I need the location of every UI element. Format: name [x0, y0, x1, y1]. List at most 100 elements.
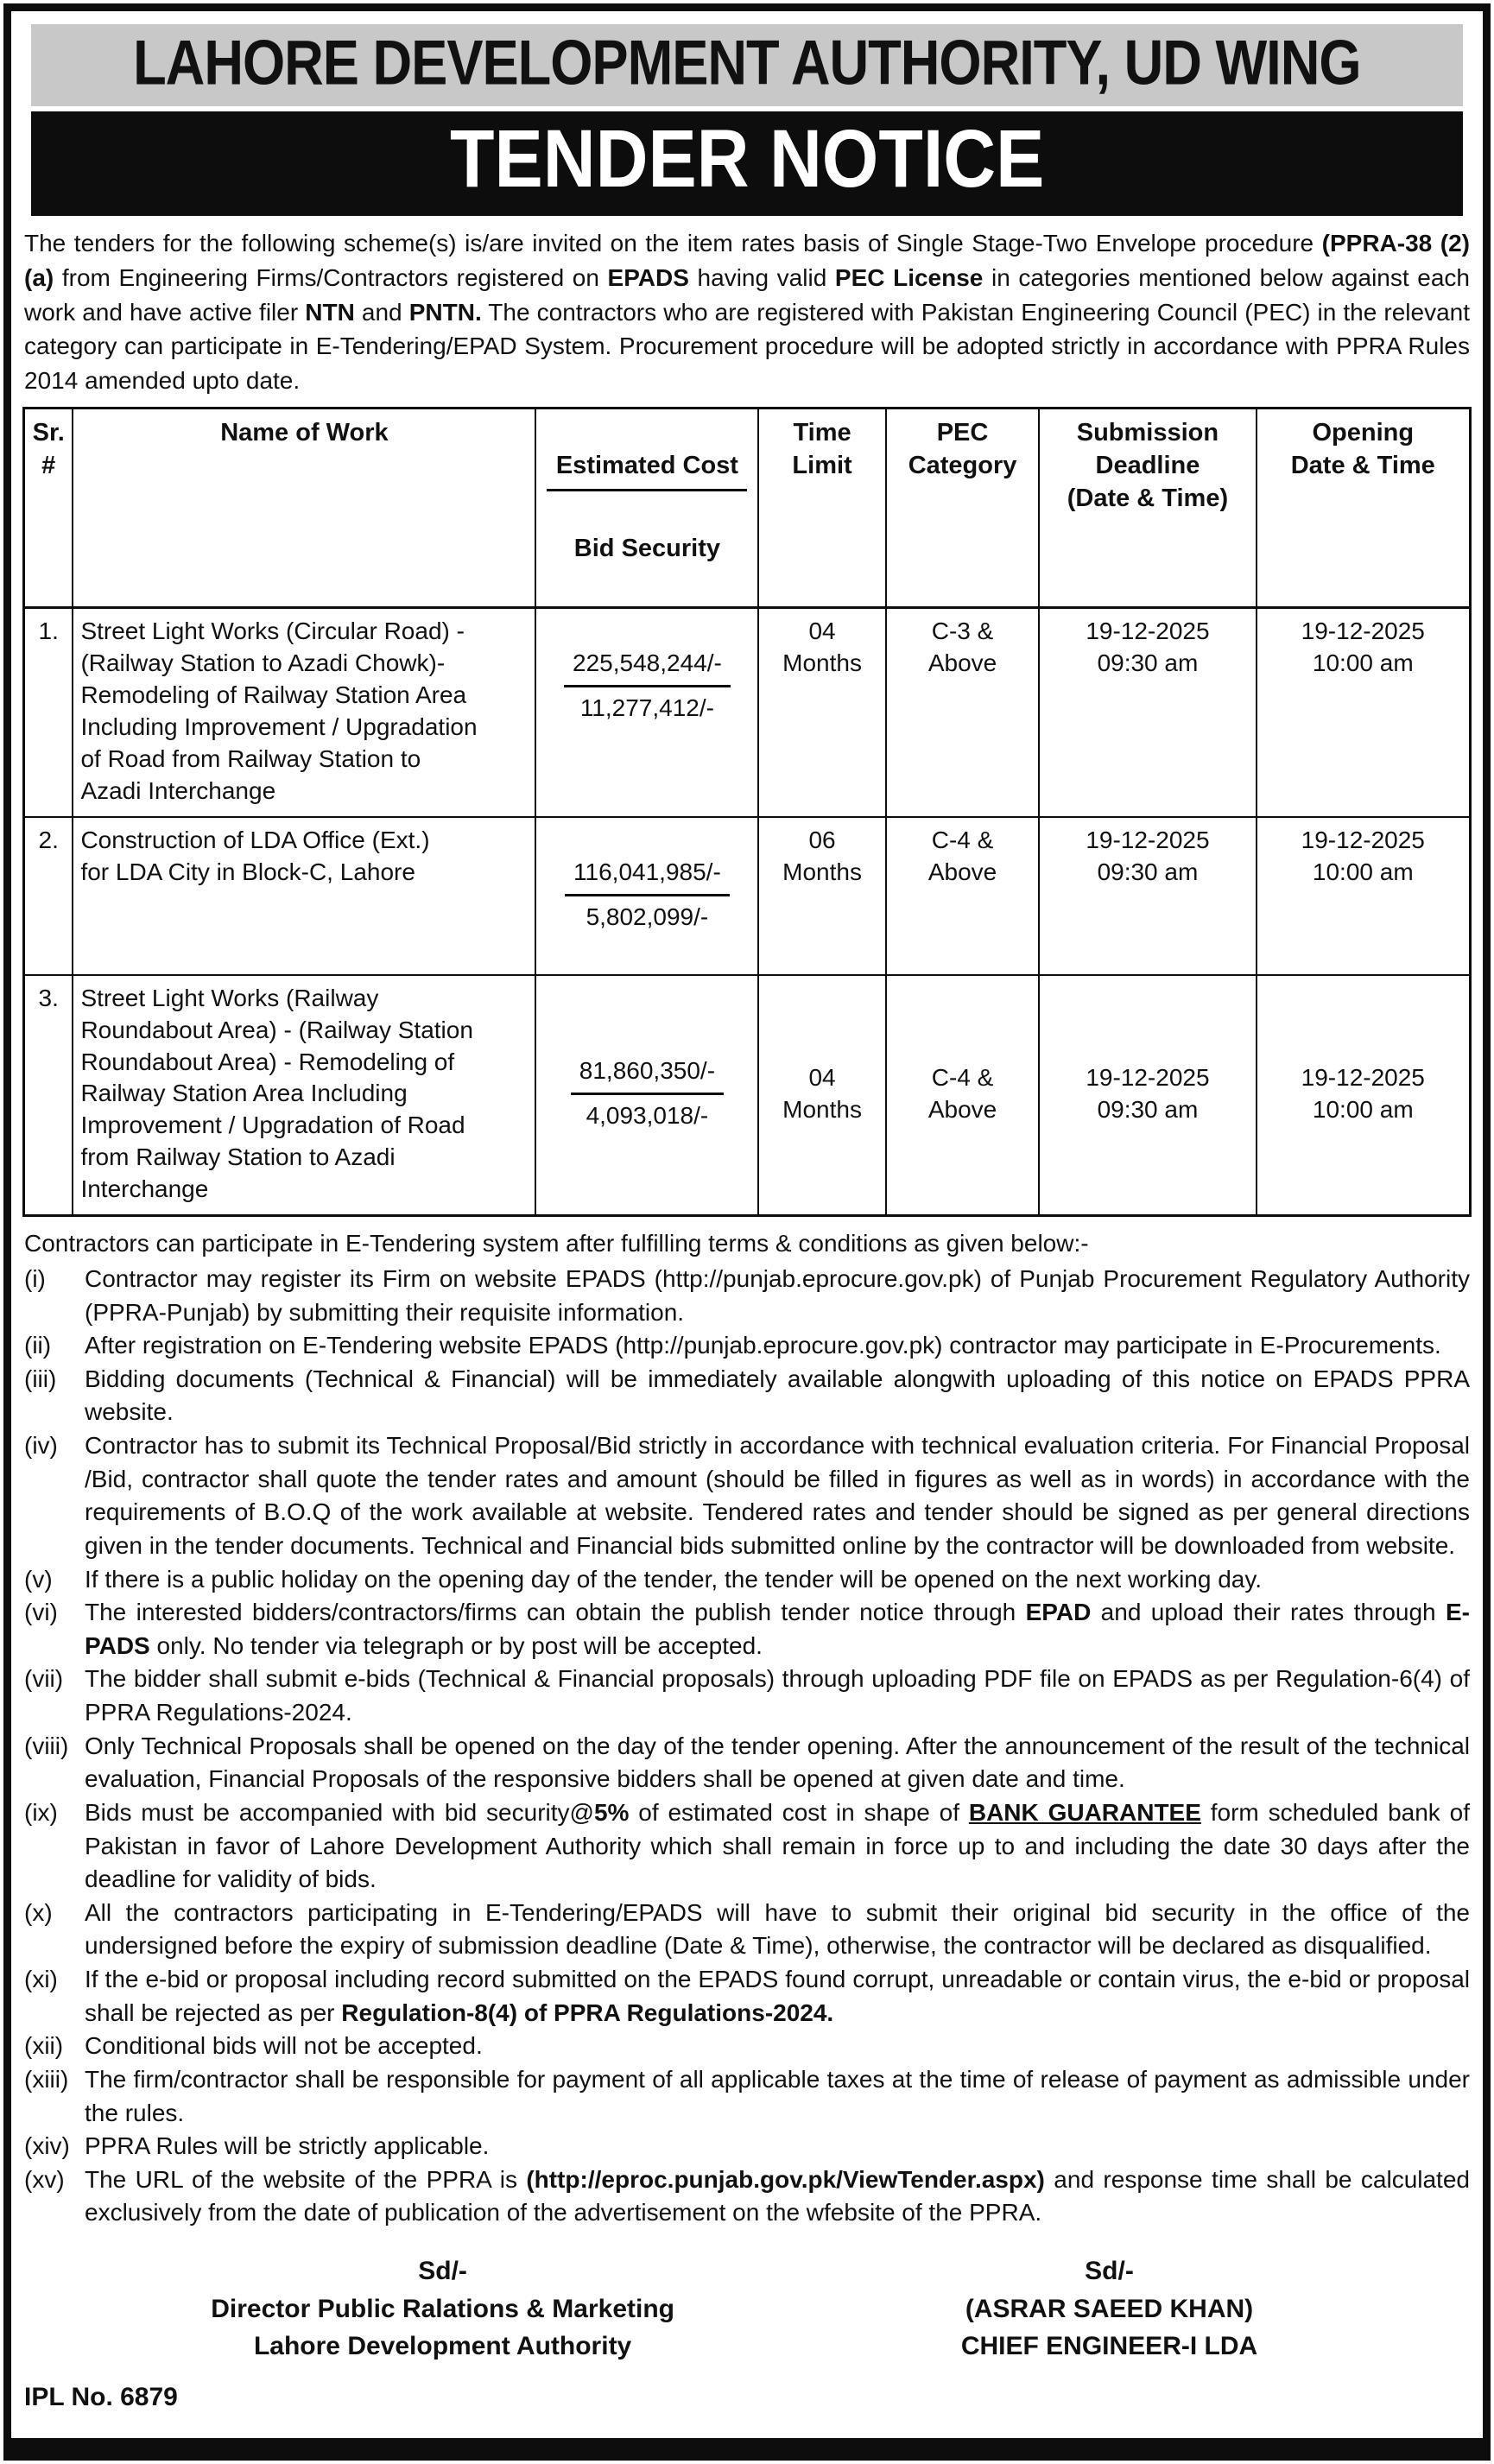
term-item: (v) If there is a public holiday on the …: [24, 1563, 1470, 1597]
cell-sr: 2.: [22, 815, 74, 976]
cell-time-limit: 04 Months: [757, 973, 887, 1217]
cell-name-of-work: Construction of LDA Office (Ext.) for LD…: [72, 815, 537, 976]
cell-opening-date: 19-12-2025 10:00 am: [1255, 973, 1472, 1217]
table-row: 1. Street Light Works (Circular Road) - …: [22, 606, 1472, 818]
estimated-cost-value: 81,860,350/-: [570, 1055, 725, 1096]
bid-security-value: 4,093,018/-: [586, 1102, 709, 1130]
term-number: (xi): [24, 1966, 58, 1993]
tender-notice-page: LAHORE DEVELOPMENT AUTHORITY, UD WING TE…: [3, 3, 1491, 2461]
col-header-name-of-work: Name of Work: [72, 407, 537, 610]
term-item: (iii) Bidding documents (Technical & Fin…: [24, 1363, 1470, 1429]
col-header-time-limit: Time Limit: [757, 407, 887, 610]
col-header-submission-deadline: Submission Deadline (Date & Time): [1038, 407, 1257, 610]
table-row: 3. Street Light Works (Railway Roundabou…: [22, 973, 1472, 1217]
term-item: (xv) The URL of the website of the PPRA …: [24, 2163, 1470, 2230]
col-header-sr: Sr. #: [22, 407, 74, 610]
estimated-cost-label: Estimated Cost: [547, 449, 748, 492]
estimated-cost-value: 225,548,244/-: [564, 648, 731, 687]
signatory-org: Lahore Development Authority: [253, 2332, 632, 2361]
term-item: (xiii) The firm/contractor shall be resp…: [24, 2063, 1470, 2130]
term-item: (viii) Only Technical Proposals shall be…: [24, 1730, 1470, 1796]
term-number: (xv): [24, 2165, 65, 2193]
terms-intro: Contractors can participate in E-Tenderi…: [24, 1230, 1089, 1257]
col-header-pec-category: PEC Category: [884, 407, 1041, 610]
term-text: Bidding documents (Technical & Financial…: [85, 1365, 1470, 1426]
bid-security-label: Bid Security: [573, 534, 721, 562]
intro-paragraph: The tenders for the following scheme(s) …: [24, 230, 1471, 394]
term-number: (ii): [24, 1332, 52, 1359]
cell-opening-date: 19-12-2025 10:00 am: [1255, 815, 1472, 976]
term-text: Bids must be accompanied with bid securi…: [85, 1798, 1470, 1893]
term-number: (xiv): [24, 2132, 70, 2160]
cell-sr: 1.: [22, 606, 74, 818]
term-number: (ix): [24, 1798, 58, 1826]
cell-estimated-cost: 116,041,985/- 5,802,099/-: [535, 815, 760, 976]
cell-time-limit: 04 Months: [757, 606, 887, 818]
cell-name-of-work: Street Light Works (Circular Road) - (Ra…: [72, 606, 537, 818]
cell-pec-category: C-4 & Above: [884, 815, 1041, 976]
term-text: The interested bidders/contractors/firms…: [85, 1599, 1470, 1659]
term-item: (ix) Bids must be accompanied with bid s…: [24, 1796, 1470, 1897]
estimated-cost-value: 116,041,985/-: [565, 857, 730, 896]
signatory-name: (ASRAR SAEED KHAN): [965, 2294, 1254, 2323]
authority-title: LAHORE DEVELOPMENT AUTHORITY, UD WING: [133, 28, 1362, 99]
cell-pec-category: C-4 & Above: [884, 973, 1041, 1217]
cell-estimated-cost: 81,860,350/- 4,093,018/-: [535, 973, 760, 1217]
col-header-opening-date: Opening Date & Time: [1255, 407, 1472, 610]
cell-submission-deadline: 19-12-2025 09:30 am: [1038, 973, 1257, 1217]
cell-opening-date: 19-12-2025 10:00 am: [1255, 606, 1472, 818]
term-number: (vii): [24, 1665, 64, 1693]
col-header-estimated-cost: Estimated Cost Bid Security: [535, 407, 760, 610]
term-number: (v): [24, 1565, 53, 1593]
term-item: (i) Contractor may register its Firm on …: [24, 1263, 1470, 1329]
term-number: (viii): [24, 1732, 69, 1759]
term-number: (xiii): [24, 2065, 69, 2093]
cell-time-limit: 06 Months: [757, 815, 887, 976]
signatory-title: Director Public Ralations & Marketing: [211, 2294, 674, 2323]
term-text: Contractor may register its Firm on webs…: [85, 1264, 1470, 1326]
term-number: (iv): [24, 1432, 58, 1460]
term-text: After registration on E-Tendering websit…: [85, 1332, 1441, 1359]
term-number: (x): [24, 1898, 53, 1926]
term-item: (vii) The bidder shall submit e-bids (Te…: [24, 1663, 1470, 1729]
term-item: (xi) If the e-bid or proposal including …: [24, 1963, 1470, 2030]
term-item: (xii) Conditional bids will not be accep…: [24, 2030, 1470, 2063]
sd-label: Sd/-: [1085, 2257, 1134, 2286]
works-table: Sr. # Name of Work Estimated Cost Bid Se…: [22, 406, 1472, 1218]
signature-block-right: Sd/- (ASRAR SAEED KHAN) CHIEF ENGINEER-I…: [877, 2252, 1341, 2366]
signature-row: Sd/- Director Public Ralations & Marketi…: [22, 2252, 1472, 2366]
term-text: If there is a public holiday on the open…: [85, 1565, 1263, 1593]
cell-submission-deadline: 19-12-2025 09:30 am: [1038, 815, 1257, 976]
table-row: 2. Construction of LDA Office (Ext.) for…: [22, 815, 1472, 976]
term-number: (i): [24, 1264, 46, 1292]
term-text: All the contractors participating in E-T…: [85, 1898, 1470, 1960]
term-text: The URL of the website of the PPRA is (h…: [85, 2165, 1470, 2226]
term-text: The firm/contractor shall be responsible…: [85, 2065, 1470, 2126]
cell-estimated-cost: 225,548,244/- 11,277,412/-: [535, 606, 760, 818]
notice-title: TENDER NOTICE: [449, 113, 1045, 205]
cell-name-of-work: Street Light Works (Railway Roundabout A…: [72, 973, 537, 1217]
term-item: (xiv) PPRA Rules will be strictly applic…: [24, 2130, 1470, 2163]
term-text: If the e-bid or proposal including recor…: [85, 1966, 1470, 2026]
sd-label: Sd/-: [418, 2257, 467, 2286]
bid-security-value: 11,277,412/-: [579, 694, 714, 721]
term-item: (ii) After registration on E-Tendering w…: [24, 1329, 1470, 1363]
term-item: (x) All the contractors participating in…: [24, 1897, 1470, 1963]
term-text: PPRA Rules will be strictly applicable.: [85, 2132, 490, 2160]
term-number: (vi): [24, 1599, 58, 1626]
signature-block-left: Sd/- Director Public Ralations & Marketi…: [110, 2252, 776, 2366]
term-text: Contractor has to submit its Technical P…: [85, 1432, 1470, 1559]
signatory-designation: CHIEF ENGINEER-I LDA: [960, 2332, 1258, 2361]
cell-sr: 3.: [22, 973, 74, 1217]
table-header-row: Sr. # Name of Work Estimated Cost Bid Se…: [22, 407, 1472, 610]
term-number: (iii): [24, 1365, 57, 1392]
term-text: Conditional bids will not be accepted.: [85, 2032, 483, 2060]
cell-pec-category: C-3 & Above: [884, 606, 1041, 818]
cell-submission-deadline: 19-12-2025 09:30 am: [1038, 606, 1257, 818]
authority-header-box: LAHORE DEVELOPMENT AUTHORITY, UD WING: [31, 24, 1463, 106]
notice-title-band: TENDER NOTICE: [31, 111, 1463, 216]
term-item: (iv) Contractor has to submit its Techni…: [24, 1429, 1470, 1563]
bid-security-value: 5,802,099/-: [586, 903, 709, 930]
term-item: (vi) The interested bidders/contractors/…: [24, 1596, 1470, 1663]
ipl-number: IPL No. 6879: [24, 2382, 178, 2411]
